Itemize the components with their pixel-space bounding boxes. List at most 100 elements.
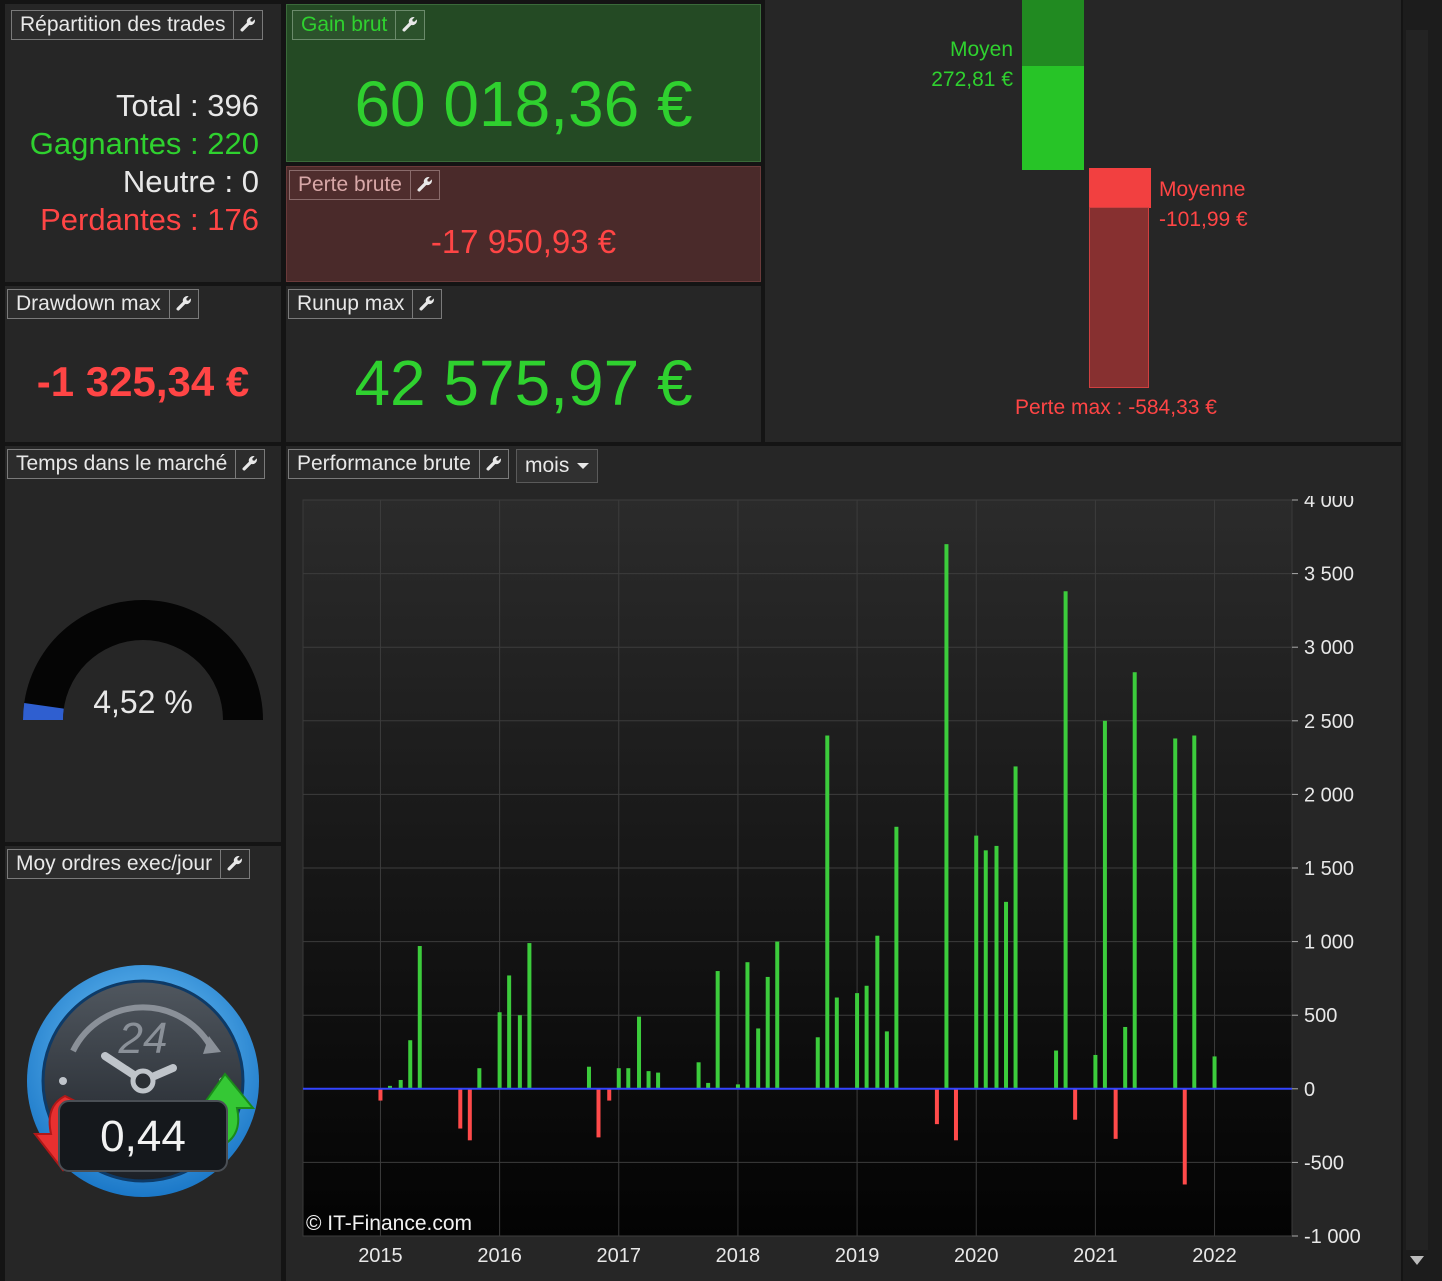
loss-bar — [607, 1088, 612, 1101]
gain-bar — [696, 1062, 701, 1089]
gain-bar — [864, 985, 869, 1089]
moy-ordres-panel: Moy ordres exec/jour 24 0,44 — [5, 846, 281, 1281]
gain-bar — [745, 962, 750, 1089]
gain-bar — [477, 1068, 482, 1089]
average-gain-bar — [1022, 66, 1084, 170]
gain-bar — [637, 1016, 642, 1089]
repartition-panel: Répartition des trades Total : 396 Gagna… — [5, 4, 281, 282]
wrench-icon[interactable] — [233, 11, 262, 39]
x-tick-label: 2018 — [716, 1245, 761, 1267]
y-tick-label: -1 000 — [1304, 1226, 1361, 1248]
repartition-title: Répartition des trades — [20, 13, 226, 36]
gain-bar — [497, 1012, 502, 1089]
y-tick-label: 0 — [1304, 1079, 1315, 1101]
gain-bar — [983, 850, 988, 1089]
runup-title-bar: Runup max — [288, 289, 443, 319]
market-time-gauge — [23, 600, 263, 720]
loss-bar — [1182, 1088, 1187, 1185]
y-tick-label: 3 000 — [1304, 637, 1354, 659]
drawdown-panel: Drawdown max -1 325,34 € — [5, 286, 281, 442]
wrench-icon[interactable] — [235, 450, 264, 478]
y-tick-label: 3 500 — [1304, 564, 1354, 586]
temps-title-bar: Temps dans le marché — [7, 449, 266, 479]
runup-panel: Runup max 42 575,97 € — [286, 286, 761, 442]
x-tick-label: 2022 — [1192, 1245, 1237, 1267]
period-select[interactable]: mois — [516, 449, 598, 483]
temps-panel: Temps dans le marché 4,52 % — [5, 446, 281, 842]
average-gain-bar-top — [1022, 0, 1084, 66]
x-tick-label: 2017 — [597, 1245, 642, 1267]
y-tick-label: 1 000 — [1304, 932, 1354, 954]
moy-ordres-title: Moy ordres exec/jour — [16, 852, 213, 875]
loss-bar — [1073, 1088, 1078, 1120]
performance-title-bar: Performance brute — [288, 449, 509, 479]
x-tick-label: 2021 — [1073, 1245, 1118, 1267]
gain-bar — [706, 1082, 711, 1089]
gain-bar — [735, 1084, 740, 1089]
wrench-icon[interactable] — [412, 290, 441, 318]
gain-bar — [715, 971, 720, 1089]
neutre-count: Neutre : 0 — [122, 164, 259, 199]
gain-bar — [1093, 1054, 1098, 1089]
performance-title: Performance brute — [297, 452, 471, 475]
wrench-icon[interactable] — [478, 450, 508, 478]
gain-bar — [974, 835, 979, 1089]
gain-bar — [815, 1037, 820, 1089]
period-select-value: mois — [525, 454, 570, 477]
gain-bar — [398, 1079, 403, 1089]
runup-value: 42 575,97 € — [354, 347, 693, 419]
y-tick-label: -500 — [1304, 1152, 1344, 1174]
chevron-down-icon — [577, 463, 590, 469]
loss-bar — [467, 1088, 472, 1141]
loss-bar — [596, 1088, 601, 1138]
gain-bar — [626, 1068, 631, 1089]
perte-brute-panel: Perte brute -17 950,93 € — [286, 166, 761, 282]
gain-bar — [1212, 1056, 1217, 1089]
wrench-icon[interactable] — [395, 11, 424, 39]
gain-bar — [855, 993, 860, 1089]
wrench-icon[interactable] — [168, 290, 198, 318]
wrench-icon[interactable] — [220, 850, 249, 878]
gain-brut-title: Gain brut — [301, 13, 388, 36]
moy-ordres-title-bar: Moy ordres exec/jour — [7, 849, 251, 879]
x-tick-label: 2015 — [358, 1245, 403, 1267]
gain-bar — [1102, 720, 1107, 1089]
gain-bar — [387, 1085, 392, 1089]
gain-bar — [417, 946, 422, 1089]
gain-bar — [656, 1072, 661, 1089]
gain-bar — [834, 997, 839, 1089]
scroll-down-arrow-icon[interactable] — [1410, 1256, 1424, 1265]
x-tick-label: 2016 — [477, 1245, 521, 1267]
vertical-scrollbar[interactable] — [1403, 0, 1442, 1281]
y-tick-label: 2 500 — [1304, 711, 1354, 733]
gain-bar — [894, 826, 899, 1089]
gain-bar — [775, 941, 780, 1089]
performance-panel: Performance brute mois 4 000 3 500 3 000 2 … — [286, 446, 1401, 1281]
gain-bar — [994, 845, 999, 1089]
temps-value: 4,52 % — [93, 684, 193, 720]
x-tick-label: 2019 — [835, 1245, 880, 1267]
gain-bar — [875, 935, 880, 1089]
gagnantes-count: Gagnantes : 220 — [29, 126, 259, 161]
repartition-title-bar: Répartition des trades — [11, 10, 264, 40]
gain-brut-title-bar: Gain brut — [292, 10, 426, 40]
gain-bar — [1063, 591, 1068, 1089]
max-loss-label: Perte max : -584,33 € — [1015, 396, 1217, 419]
gain-bar — [517, 1015, 522, 1089]
loss-bar — [458, 1088, 463, 1129]
gain-bar — [1132, 672, 1137, 1089]
clock-dial-icon — [27, 965, 259, 1197]
gain-bar — [586, 1066, 591, 1089]
gain-brut-value: 60 018,36 € — [354, 68, 693, 140]
y-tick-label: 2 000 — [1304, 784, 1354, 806]
average-gain-label: Moyen — [949, 38, 1013, 61]
loss-bar — [378, 1088, 383, 1101]
perdantes-count: Perdantes : 176 — [40, 202, 259, 237]
y-tick-label: 1 500 — [1304, 858, 1354, 880]
average-panel: Moyen 272,81 € Moyenne -101,99 € Perte m… — [765, 0, 1401, 442]
gauge-fill — [23, 703, 64, 720]
gain-bar — [527, 943, 532, 1089]
gain-bar — [646, 1071, 651, 1089]
wrench-icon[interactable] — [409, 171, 439, 199]
total-count: Total : 396 — [115, 88, 259, 123]
